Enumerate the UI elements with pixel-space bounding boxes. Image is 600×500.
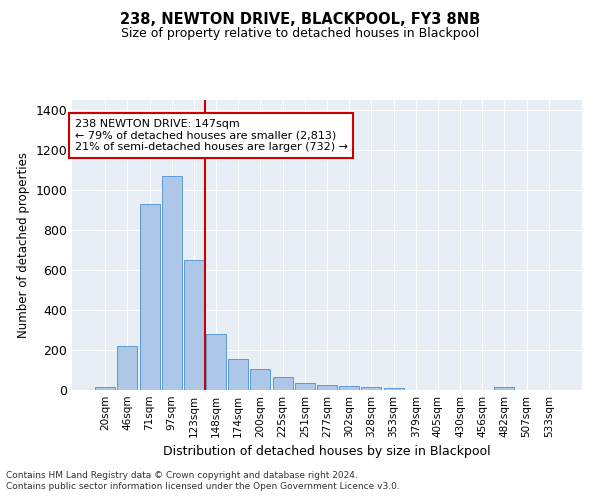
Text: Contains public sector information licensed under the Open Government Licence v3: Contains public sector information licen… [6, 482, 400, 491]
Y-axis label: Number of detached properties: Number of detached properties [17, 152, 30, 338]
Bar [250, 369, 271, 390]
Bar [184, 260, 204, 390]
Bar [206, 334, 226, 390]
Bar [361, 387, 382, 390]
Bar [228, 359, 248, 390]
Text: 238, NEWTON DRIVE, BLACKPOOL, FY3 8NB: 238, NEWTON DRIVE, BLACKPOOL, FY3 8NB [120, 12, 480, 28]
X-axis label: Distribution of detached houses by size in Blackpool: Distribution of detached houses by size … [163, 446, 491, 458]
Bar [295, 383, 315, 390]
Bar [272, 377, 293, 390]
Bar [383, 388, 404, 390]
Bar [339, 386, 359, 390]
Text: Size of property relative to detached houses in Blackpool: Size of property relative to detached ho… [121, 28, 479, 40]
Text: 238 NEWTON DRIVE: 147sqm
← 79% of detached houses are smaller (2,813)
21% of sem: 238 NEWTON DRIVE: 147sqm ← 79% of detach… [74, 119, 347, 152]
Text: Contains HM Land Registry data © Crown copyright and database right 2024.: Contains HM Land Registry data © Crown c… [6, 470, 358, 480]
Bar [162, 176, 182, 390]
Bar [494, 387, 514, 390]
Bar [140, 204, 160, 390]
Bar [317, 385, 337, 390]
Bar [118, 346, 137, 390]
Bar [95, 387, 115, 390]
